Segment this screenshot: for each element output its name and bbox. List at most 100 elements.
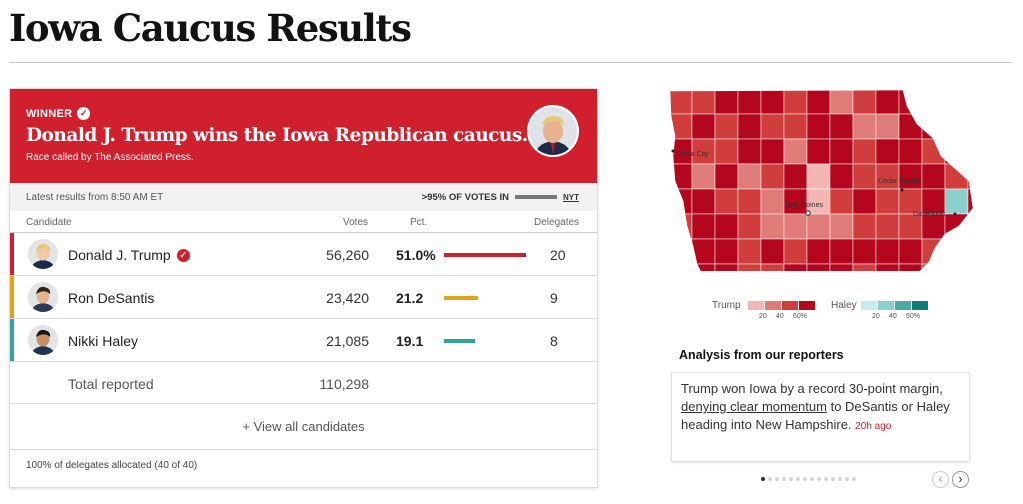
county[interactable] (829, 163, 854, 190)
county[interactable] (669, 89, 693, 115)
county[interactable] (829, 263, 854, 286)
county[interactable] (944, 138, 969, 165)
county[interactable] (691, 263, 716, 286)
county[interactable] (737, 138, 762, 165)
county[interactable] (967, 113, 985, 140)
carousel-dot[interactable] (810, 477, 814, 481)
county[interactable] (691, 213, 716, 240)
county[interactable] (714, 213, 739, 240)
county[interactable] (783, 138, 808, 165)
county[interactable] (760, 89, 785, 115)
candidate-row[interactable]: Ron DeSantis 23,420 21.2 9 (10, 276, 597, 319)
county[interactable] (691, 238, 716, 265)
county[interactable] (829, 113, 854, 140)
county[interactable] (760, 138, 785, 165)
county[interactable] (691, 163, 716, 190)
county[interactable] (669, 263, 693, 286)
carousel-dot[interactable] (761, 477, 765, 481)
county[interactable] (875, 213, 900, 240)
county[interactable] (760, 188, 785, 215)
county[interactable] (921, 138, 946, 165)
county[interactable] (737, 113, 762, 140)
county[interactable] (714, 188, 739, 215)
carousel-dot[interactable] (768, 477, 772, 481)
carousel-dot[interactable] (852, 477, 856, 481)
county[interactable] (944, 238, 969, 265)
county-grid[interactable] (669, 89, 985, 286)
county[interactable] (852, 113, 877, 140)
analysis-link[interactable]: denying clear momentum (681, 399, 827, 414)
county[interactable] (760, 113, 785, 140)
county[interactable] (944, 163, 969, 190)
carousel-dot[interactable] (775, 477, 779, 481)
county[interactable] (783, 89, 808, 115)
county[interactable] (806, 263, 831, 286)
county[interactable] (714, 138, 739, 165)
county[interactable] (829, 89, 854, 115)
county[interactable] (944, 188, 969, 215)
county[interactable] (714, 263, 739, 286)
county[interactable] (806, 138, 831, 165)
county[interactable] (714, 113, 739, 140)
county[interactable] (944, 213, 969, 240)
county[interactable] (944, 263, 969, 286)
county[interactable] (967, 188, 985, 215)
county[interactable] (852, 163, 877, 190)
county[interactable] (921, 89, 946, 115)
county[interactable] (875, 163, 900, 190)
county[interactable] (921, 113, 946, 140)
county[interactable] (783, 113, 808, 140)
county[interactable] (669, 188, 693, 215)
county[interactable] (967, 213, 985, 240)
county[interactable] (806, 89, 831, 115)
source-link[interactable]: NYT (563, 192, 579, 202)
county[interactable] (806, 213, 831, 240)
iowa-county-map[interactable]: Sioux City Cedar Rapids Des Moines Daven… (665, 86, 985, 287)
carousel-prev-button[interactable]: ‹ (932, 471, 949, 488)
county[interactable] (875, 238, 900, 265)
county[interactable] (669, 113, 693, 140)
county[interactable] (806, 163, 831, 190)
county[interactable] (852, 138, 877, 165)
county[interactable] (760, 263, 785, 286)
county[interactable] (921, 163, 946, 190)
carousel-next-button[interactable]: › (952, 471, 969, 488)
county[interactable] (760, 213, 785, 240)
county[interactable] (760, 238, 785, 265)
county[interactable] (669, 163, 693, 190)
county[interactable] (714, 89, 739, 115)
county[interactable] (898, 238, 923, 265)
county[interactable] (829, 238, 854, 265)
carousel-dot[interactable] (838, 477, 842, 481)
county[interactable] (691, 89, 716, 115)
carousel-dot[interactable] (817, 477, 821, 481)
county[interactable] (829, 213, 854, 240)
county[interactable] (714, 238, 739, 265)
county[interactable] (921, 263, 946, 286)
county[interactable] (898, 113, 923, 140)
county[interactable] (967, 263, 985, 286)
county[interactable] (691, 188, 716, 215)
county[interactable] (669, 213, 693, 240)
county[interactable] (852, 238, 877, 265)
county[interactable] (806, 238, 831, 265)
carousel-dot[interactable] (824, 477, 828, 481)
county[interactable] (783, 238, 808, 265)
county[interactable] (737, 263, 762, 286)
view-all-candidates-button[interactable]: + View all candidates (242, 419, 365, 434)
carousel-dot[interactable] (845, 477, 849, 481)
county[interactable] (852, 263, 877, 286)
county[interactable] (944, 89, 969, 115)
carousel-dot[interactable] (796, 477, 800, 481)
county[interactable] (737, 89, 762, 115)
carousel-dot[interactable] (782, 477, 786, 481)
county[interactable] (806, 113, 831, 140)
county[interactable] (760, 163, 785, 190)
county[interactable] (875, 89, 900, 115)
county[interactable] (967, 238, 985, 265)
county[interactable] (898, 163, 923, 190)
candidate-row[interactable]: Donald J. Trump ✓ 56,260 51.0% 20 (10, 233, 597, 276)
county[interactable] (829, 188, 854, 215)
county[interactable] (737, 163, 762, 190)
county[interactable] (875, 263, 900, 286)
